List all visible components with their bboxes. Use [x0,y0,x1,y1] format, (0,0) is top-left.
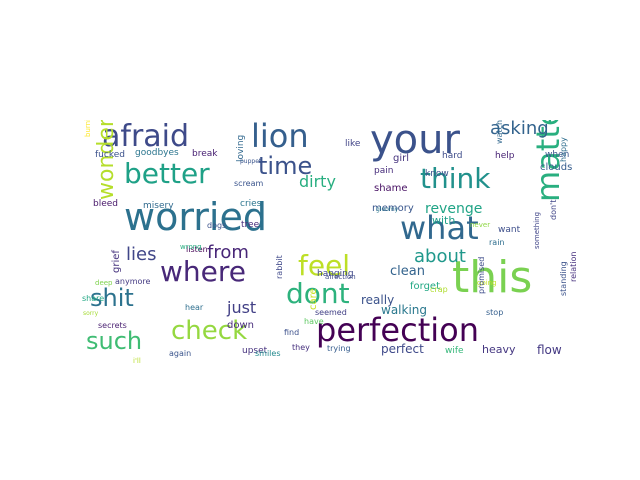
word: secrets [98,321,127,330]
word: anymore [115,277,151,286]
word: care [308,288,319,310]
word: fucked [95,150,125,160]
word: check [171,316,248,346]
word: heavy [482,343,516,356]
word: crap [430,285,448,294]
word: hanging [317,269,354,279]
word: feel [298,249,351,282]
word: really [361,293,395,307]
word: deep [95,279,113,287]
word: promised [477,256,486,294]
word-cloud: worried your this perfection matter what… [80,120,580,370]
word: grief [111,250,122,273]
word: bleed [93,199,119,209]
word: like [345,139,361,149]
word: listen [186,245,208,254]
word: walking [381,303,428,317]
word: want [498,225,521,235]
word: clouds [540,162,573,173]
word: misery [143,201,174,211]
word: clean [390,264,425,279]
word: girl [393,153,410,164]
word: scream [234,179,264,188]
word: standing [559,261,568,296]
word: from [207,242,249,263]
word: forget [410,281,440,292]
word: help [495,151,515,161]
word: pain [374,166,394,176]
word: dont [286,277,350,310]
word: with [432,214,456,227]
word: watching [495,120,504,144]
word: shame [374,183,408,194]
word: lies [126,244,157,265]
word: down [227,320,254,331]
word: when [545,150,570,160]
word: affection [325,273,356,281]
word: don't [549,199,558,220]
word: cries [240,199,262,209]
word: think [420,162,491,195]
word: they [292,343,310,352]
word: perfection [316,311,479,349]
word: find [284,328,300,337]
word: wonder [94,120,119,200]
word: flow [537,343,562,357]
word: where [160,255,246,288]
word: lion [251,120,309,155]
word: upset [242,346,268,356]
word: know [425,169,449,179]
word: share [82,294,105,303]
word: trying [327,344,351,353]
word: i'll [133,357,141,365]
word: happy [559,137,568,162]
word: dogs [207,221,227,230]
word: what [400,209,479,247]
word: this [452,252,533,303]
word: afraid [102,120,190,154]
word: smiles [255,349,281,358]
word: dirty [299,172,336,191]
word: never [470,221,491,229]
word: asking [490,120,549,139]
word: your [370,120,460,163]
word: time [258,152,313,180]
word: rain [489,238,505,247]
word: better [124,157,210,190]
word: sorry [83,310,99,317]
word: worried [124,195,267,239]
word: hear [185,303,204,312]
word: seemed [315,308,347,317]
word: revenge [425,201,483,217]
word: just [227,298,257,317]
word: going [477,279,497,287]
word: such [86,327,143,355]
word: hard [442,151,463,161]
word: shit [90,284,134,312]
word: wife [445,346,464,356]
word: gloomy [376,206,399,213]
word: wrong [180,243,202,251]
word: break [192,149,218,159]
word: goodbyes [135,148,179,158]
word: again [169,349,192,358]
word: perfect [381,342,424,356]
word: puppet [240,158,262,165]
word: memory [372,203,414,214]
word: tree [241,220,260,230]
word: rabbit [275,255,284,279]
word: relation [569,251,578,282]
word: stop [486,308,504,317]
word: have [304,317,324,326]
word: about [414,246,466,267]
word: burning [84,120,92,137]
word: something [533,211,541,249]
